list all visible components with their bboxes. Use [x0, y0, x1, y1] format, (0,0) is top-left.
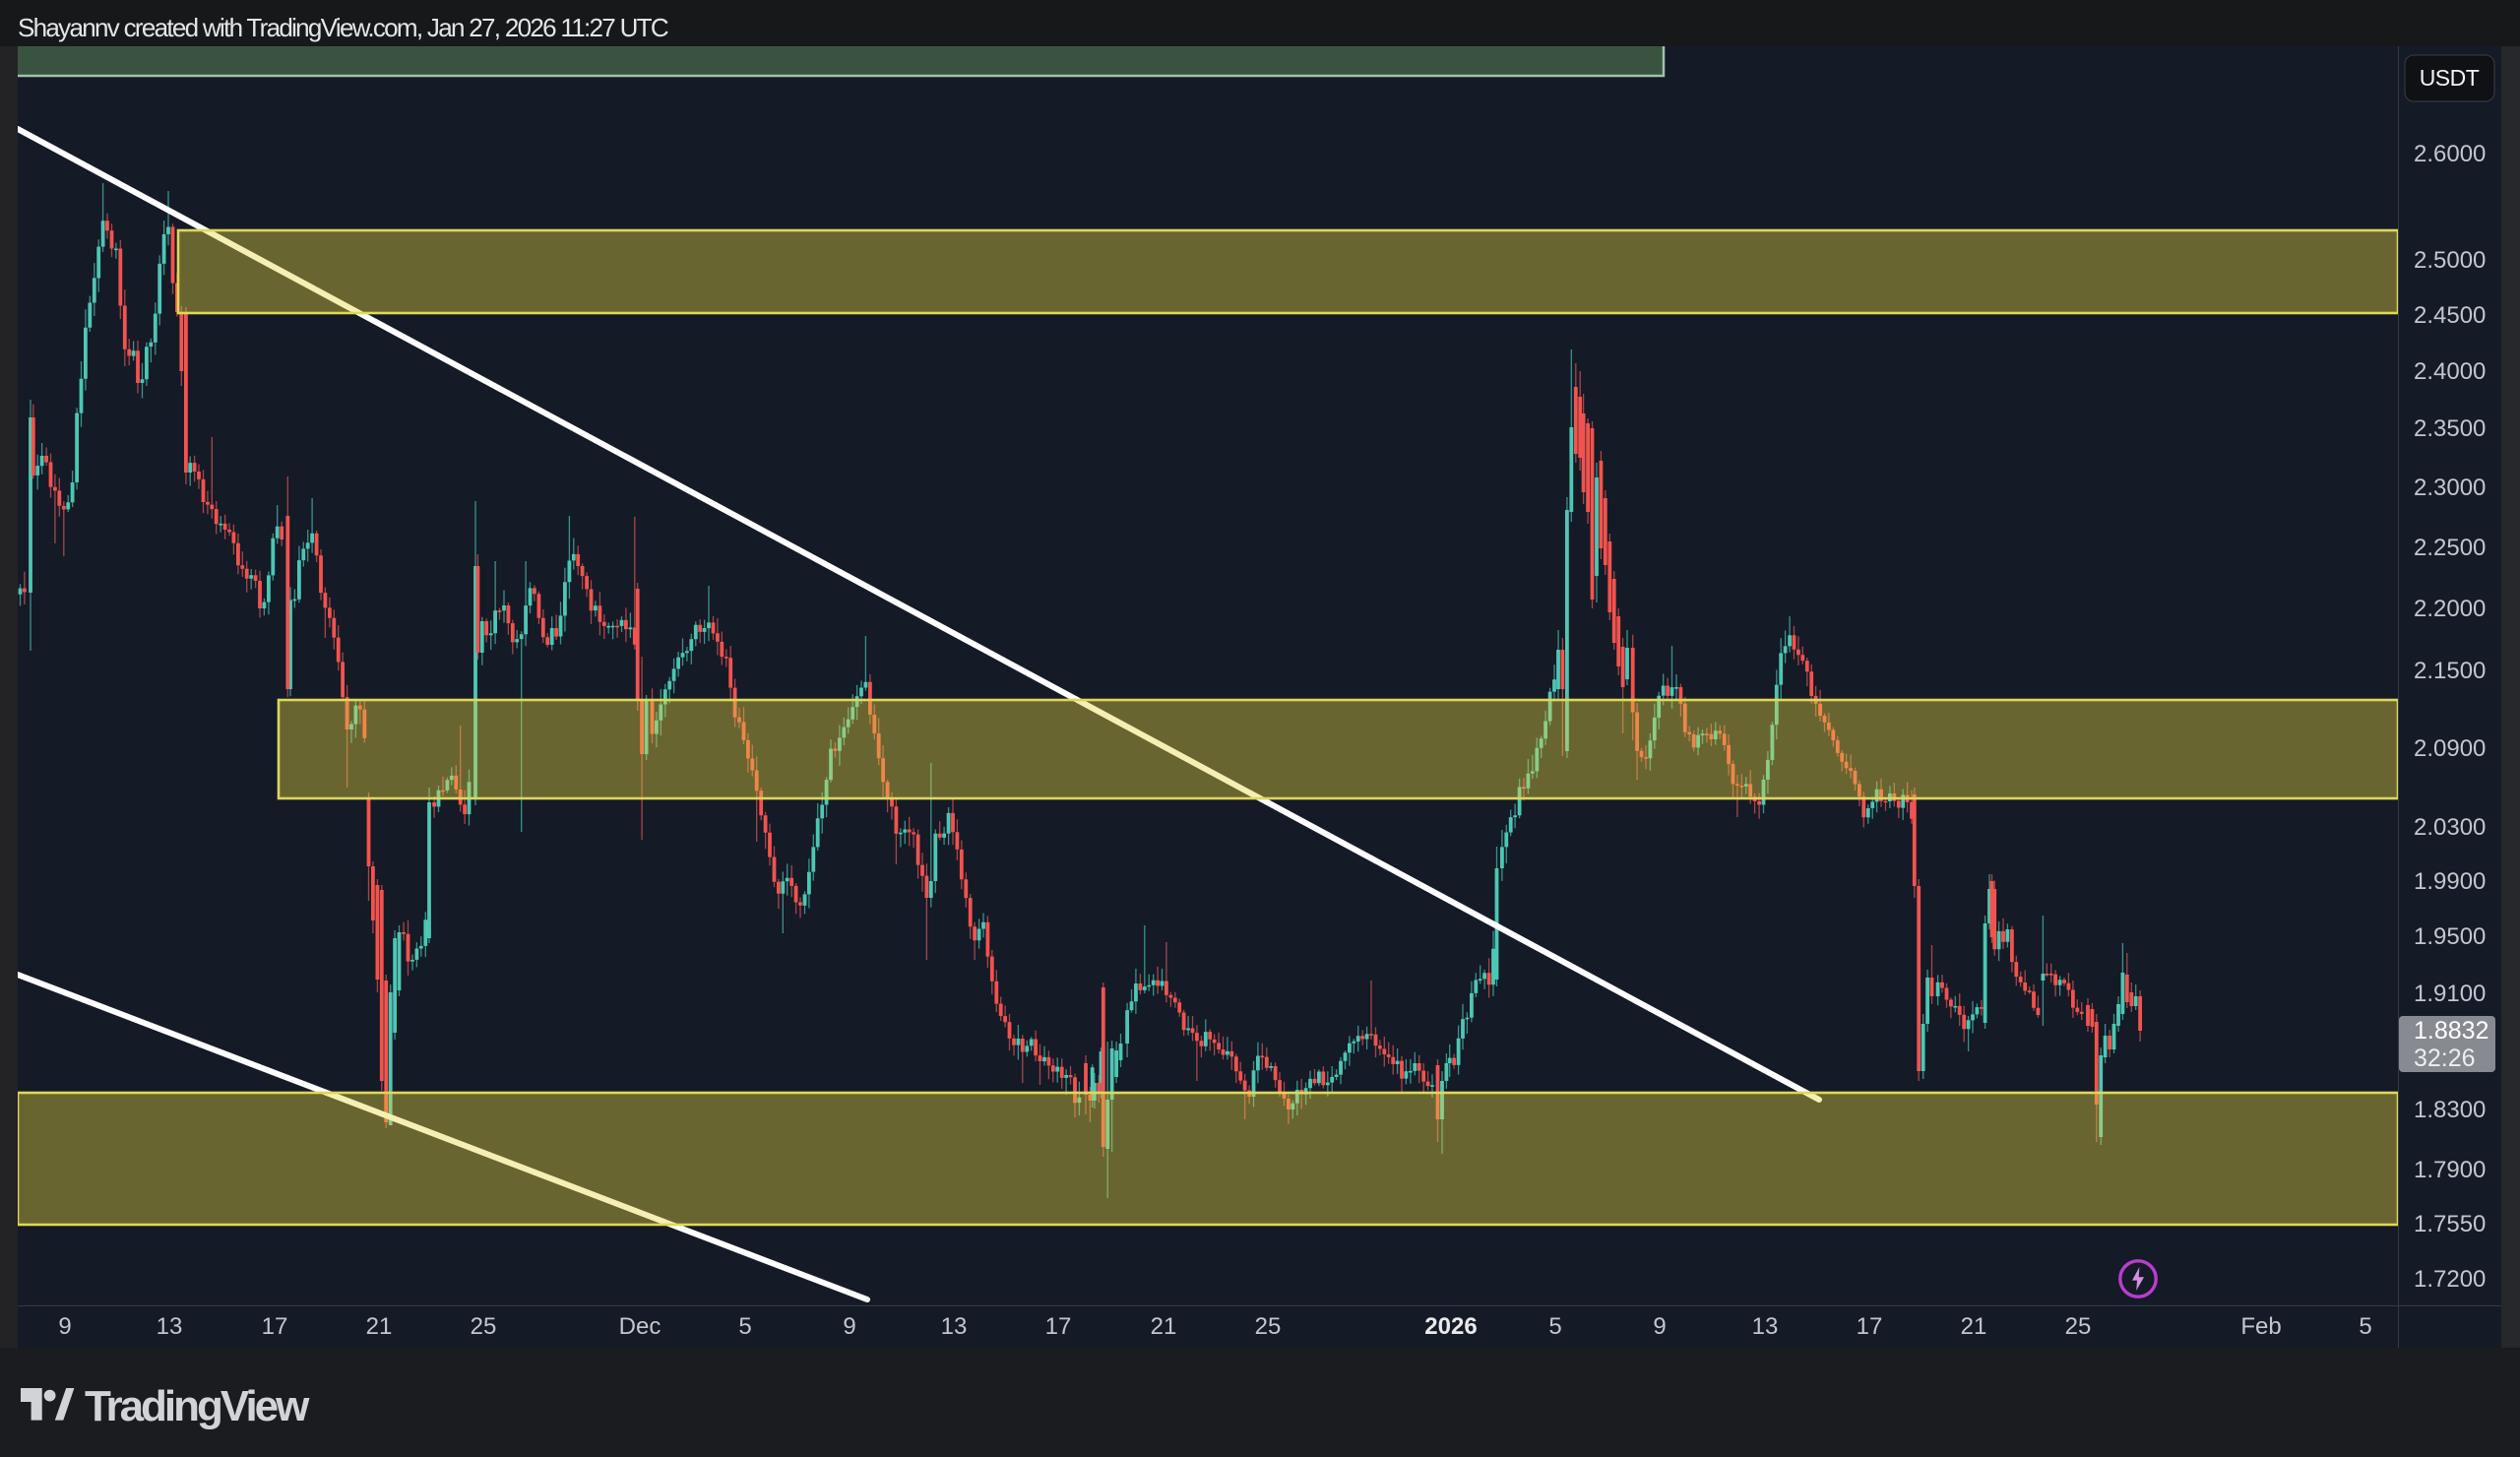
svg-text:Feb: Feb — [2240, 1313, 2281, 1340]
svg-text:Dec: Dec — [619, 1313, 662, 1340]
svg-text:9: 9 — [843, 1313, 855, 1340]
svg-text:21: 21 — [366, 1313, 393, 1340]
svg-text:2.2000: 2.2000 — [2414, 596, 2486, 622]
svg-text:32:26: 32:26 — [2414, 1045, 2476, 1072]
svg-text:1.9900: 1.9900 — [2414, 868, 2486, 895]
svg-text:2.0300: 2.0300 — [2414, 814, 2486, 841]
svg-text:2.3500: 2.3500 — [2414, 415, 2486, 442]
svg-text:17: 17 — [1857, 1313, 1883, 1340]
svg-text:1.7550: 1.7550 — [2414, 1211, 2486, 1237]
svg-text:9: 9 — [1653, 1313, 1666, 1340]
svg-text:1.7200: 1.7200 — [2414, 1266, 2486, 1293]
svg-text:1.8832: 1.8832 — [2414, 1017, 2488, 1045]
svg-text:2.6000: 2.6000 — [2414, 141, 2486, 167]
svg-text:21: 21 — [1151, 1313, 1177, 1340]
svg-text:5: 5 — [2359, 1313, 2371, 1340]
svg-text:2.5000: 2.5000 — [2414, 247, 2486, 274]
svg-text:25: 25 — [1255, 1313, 1282, 1340]
svg-text:25: 25 — [471, 1313, 497, 1340]
svg-text:13: 13 — [157, 1313, 183, 1340]
svg-text:1.9500: 1.9500 — [2414, 923, 2486, 950]
svg-text:2.1500: 2.1500 — [2414, 658, 2486, 684]
svg-text:5: 5 — [738, 1313, 751, 1340]
svg-text:13: 13 — [941, 1313, 968, 1340]
svg-text:2.3000: 2.3000 — [2414, 475, 2486, 501]
svg-text:2.2500: 2.2500 — [2414, 535, 2486, 561]
svg-text:2026: 2026 — [1424, 1313, 1477, 1340]
svg-text:9: 9 — [58, 1313, 71, 1340]
svg-text:1.8300: 1.8300 — [2414, 1097, 2486, 1123]
svg-text:21: 21 — [1961, 1313, 1987, 1340]
svg-text:1.7900: 1.7900 — [2414, 1157, 2486, 1183]
svg-text:TradingView: TradingView — [85, 1382, 310, 1430]
svg-text:USDT: USDT — [2420, 65, 2480, 91]
svg-text:Shayannv created with TradingV: Shayannv created with TradingView.com, J… — [18, 13, 668, 42]
svg-text:13: 13 — [1752, 1313, 1779, 1340]
svg-text:17: 17 — [262, 1313, 288, 1340]
svg-text:25: 25 — [2065, 1313, 2092, 1340]
svg-text:2.4000: 2.4000 — [2414, 358, 2486, 385]
svg-text:5: 5 — [1548, 1313, 1561, 1340]
svg-text:17: 17 — [1045, 1313, 1072, 1340]
svg-text:2.4500: 2.4500 — [2414, 302, 2486, 329]
svg-text:1.9100: 1.9100 — [2414, 981, 2486, 1007]
svg-text:2.0900: 2.0900 — [2414, 735, 2486, 762]
